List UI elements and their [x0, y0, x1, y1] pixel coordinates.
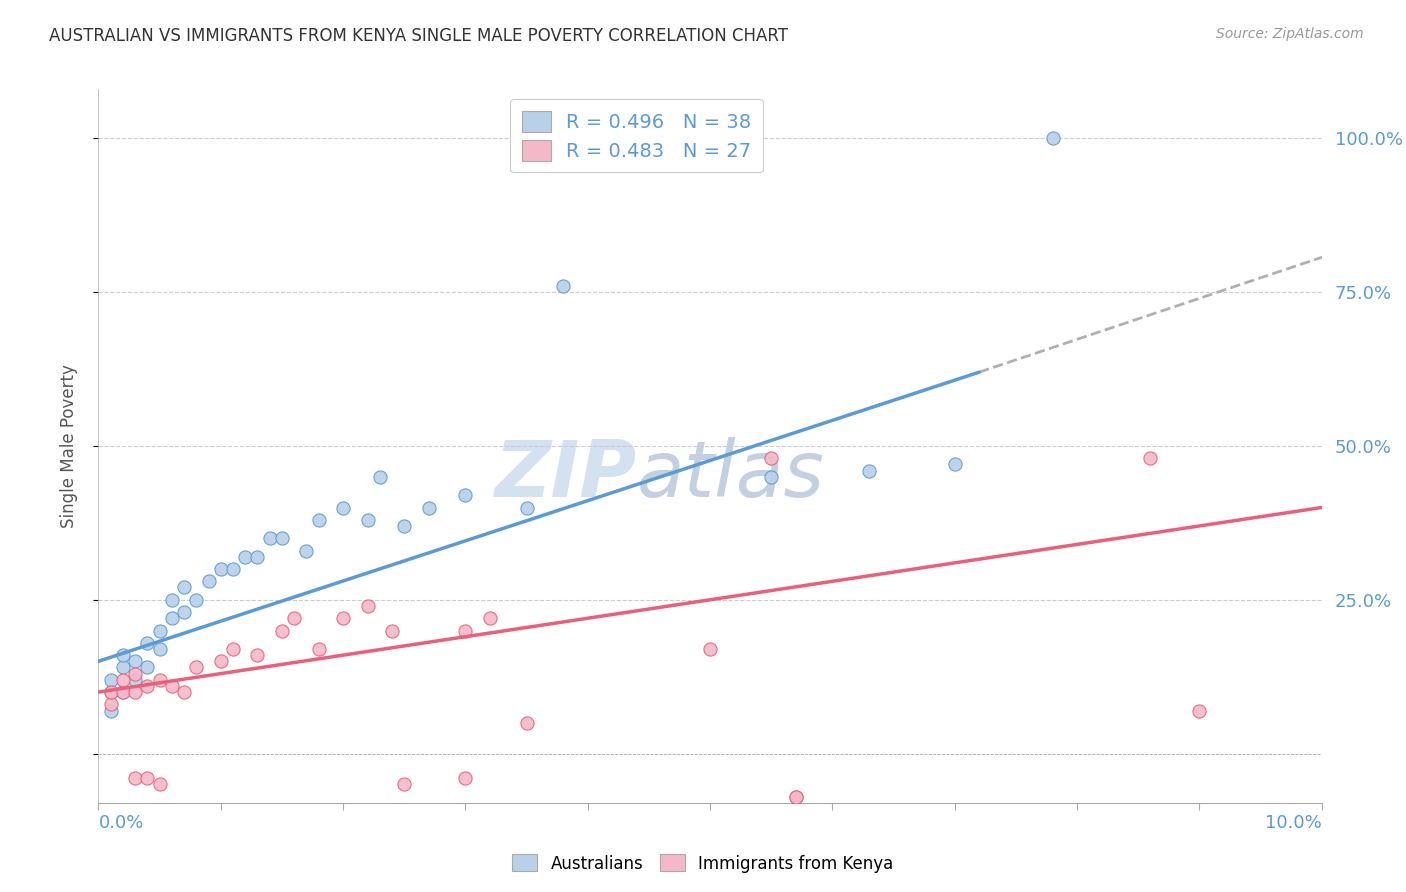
Point [943, 458, 966, 472]
Text: ZIP: ZIP [495, 436, 637, 513]
Point [111, 673, 134, 687]
Point [160, 611, 183, 625]
Point [516, 715, 538, 730]
Point [149, 642, 172, 657]
Legend: R = 0.496   N = 38, R = 0.483   N = 27: R = 0.496 N = 38, R = 0.483 N = 27 [510, 99, 763, 172]
Text: 10.0%: 10.0% [1265, 814, 1322, 832]
Point [368, 469, 391, 483]
Point [222, 642, 245, 657]
Point [759, 451, 782, 466]
Point [392, 519, 416, 533]
Point [381, 624, 404, 638]
Point [209, 654, 232, 668]
Point [100, 698, 122, 712]
Point [100, 704, 122, 718]
Point [553, 279, 575, 293]
Point [392, 777, 416, 791]
Point [100, 685, 122, 699]
Point [124, 685, 146, 699]
Point [270, 624, 292, 638]
Point [209, 562, 232, 576]
Point [149, 624, 172, 638]
Point [124, 673, 146, 687]
Point [136, 660, 159, 674]
Point [173, 605, 195, 619]
Point [186, 592, 208, 607]
Point [186, 660, 208, 674]
Point [454, 771, 477, 785]
Point [233, 549, 256, 564]
Point [246, 549, 269, 564]
Point [100, 673, 122, 687]
Point [100, 685, 122, 699]
Point [283, 611, 305, 625]
Point [173, 581, 195, 595]
Point [259, 531, 281, 545]
Point [858, 464, 880, 478]
Point [111, 685, 134, 699]
Point [173, 685, 195, 699]
Point [124, 666, 146, 681]
Point [222, 562, 245, 576]
Point [356, 599, 378, 613]
Point [454, 624, 477, 638]
Point [1139, 451, 1161, 466]
Point [308, 513, 330, 527]
Point [111, 660, 134, 674]
Point [124, 771, 146, 785]
Point [160, 679, 183, 693]
Text: Source: ZipAtlas.com: Source: ZipAtlas.com [1216, 27, 1364, 41]
Point [785, 789, 807, 804]
Point [699, 642, 721, 657]
Text: atlas: atlas [637, 436, 824, 513]
Point [478, 611, 501, 625]
Point [1042, 131, 1064, 145]
Y-axis label: Single Male Poverty: Single Male Poverty [59, 364, 77, 528]
Point [136, 636, 159, 650]
Point [759, 469, 782, 483]
Point [356, 513, 378, 527]
Point [136, 771, 159, 785]
Legend: Australians, Immigrants from Kenya: Australians, Immigrants from Kenya [506, 847, 900, 880]
Point [454, 488, 477, 502]
Point [418, 500, 440, 515]
Point [785, 789, 807, 804]
Point [149, 777, 172, 791]
Point [160, 592, 183, 607]
Point [332, 611, 354, 625]
Point [295, 543, 318, 558]
Point [308, 642, 330, 657]
Point [332, 500, 354, 515]
Text: AUSTRALIAN VS IMMIGRANTS FROM KENYA SINGLE MALE POVERTY CORRELATION CHART: AUSTRALIAN VS IMMIGRANTS FROM KENYA SING… [49, 27, 789, 45]
Point [111, 685, 134, 699]
Point [1188, 704, 1211, 718]
Point [516, 500, 538, 515]
Point [246, 648, 269, 662]
Point [149, 673, 172, 687]
Point [111, 648, 134, 662]
Point [136, 679, 159, 693]
Point [197, 574, 219, 589]
Text: 0.0%: 0.0% [98, 814, 143, 832]
Point [124, 654, 146, 668]
Point [270, 531, 292, 545]
